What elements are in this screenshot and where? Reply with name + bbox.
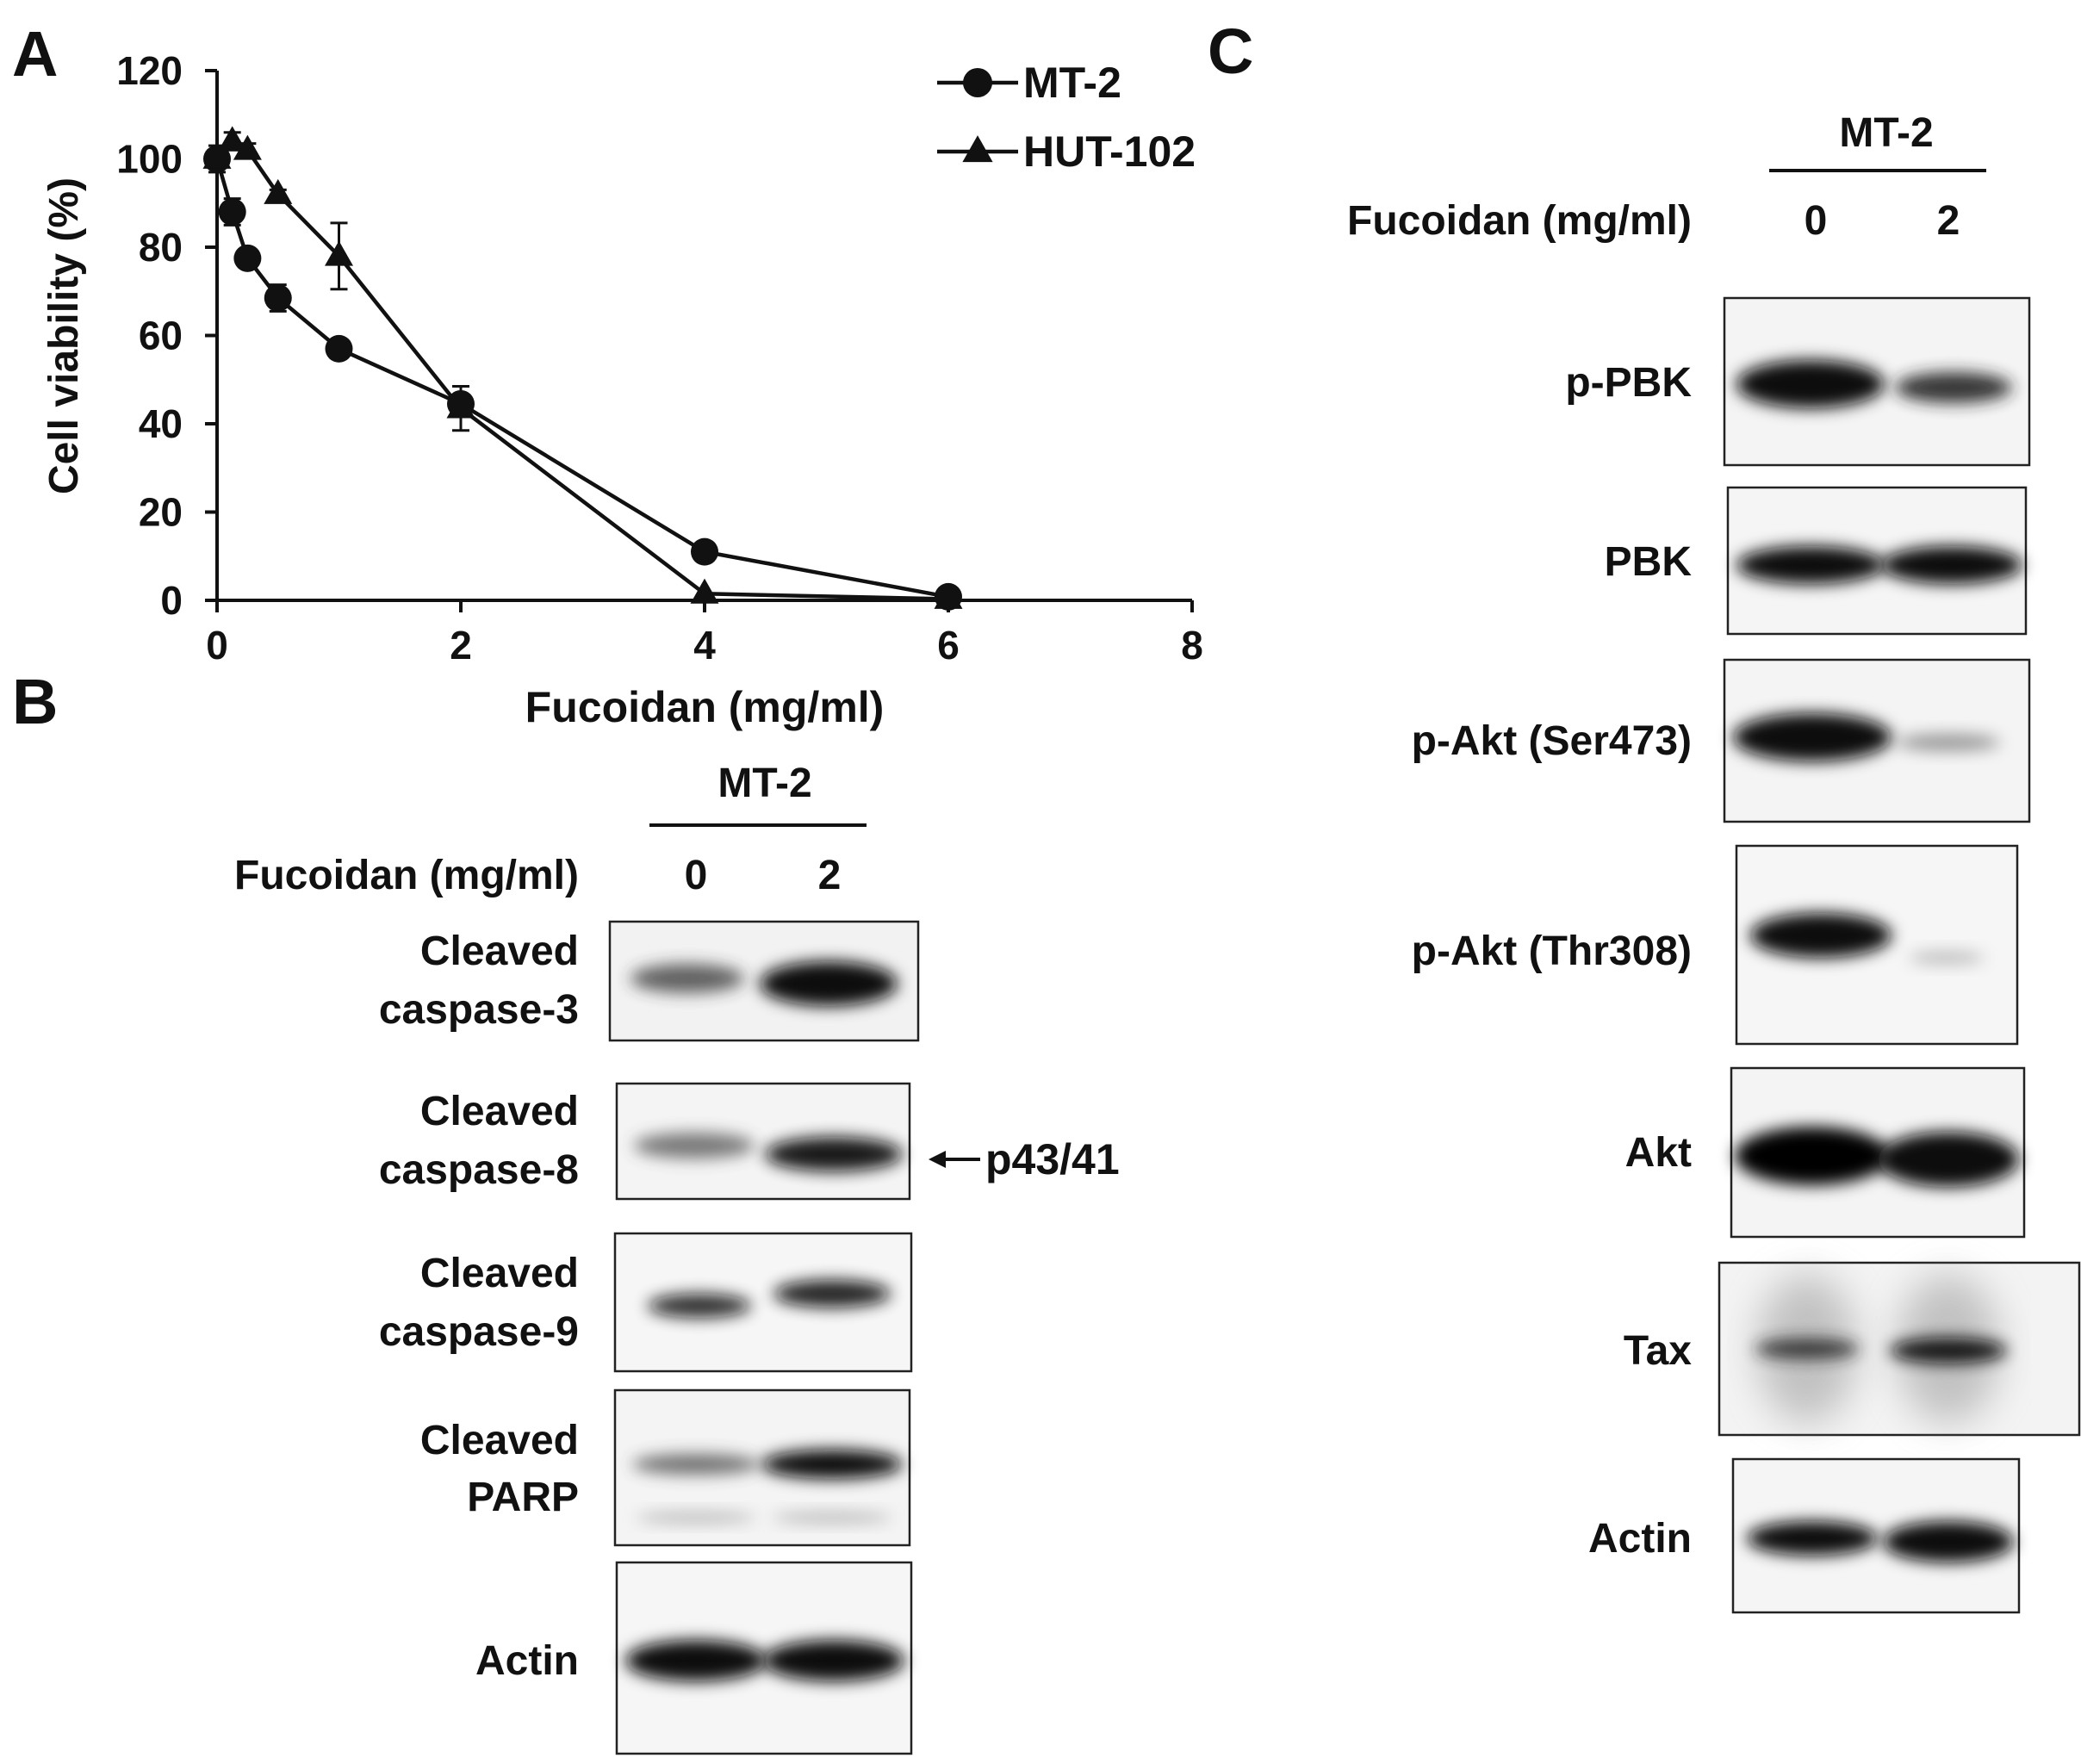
blot-p-akt-thr308 xyxy=(1735,844,2019,1046)
c-row-label: p-PBK xyxy=(1565,360,1692,406)
hut102-point-marker xyxy=(218,126,247,152)
y-tick-label: 80 xyxy=(139,225,183,270)
c-row-label: p-Akt (Ser473) xyxy=(1412,718,1692,764)
y-tick-label: 120 xyxy=(116,48,183,93)
blot-p-pbk xyxy=(1723,296,2031,467)
blot-actin-c xyxy=(1731,1457,2021,1614)
x-axis-label: Fucoidan (mg/ml) xyxy=(525,683,885,731)
hut102-point-marker xyxy=(962,135,993,163)
panel-label-b: B xyxy=(12,666,58,737)
blot-cleaved-parp xyxy=(613,1388,911,1547)
x-tick-label: 4 xyxy=(693,623,716,668)
legend-label: HUT-102 xyxy=(1023,127,1196,176)
hut102-point-marker xyxy=(264,178,293,204)
c-lane-0: 0 xyxy=(1805,198,1828,244)
b-group-label: MT-2 xyxy=(717,761,811,806)
x-tick-label: 6 xyxy=(937,623,960,668)
legend-label: MT-2 xyxy=(1023,59,1121,107)
y-axis-label: Cell viability (%) xyxy=(41,177,87,494)
blot-cleaved-caspase-3 xyxy=(608,920,920,1042)
blot-cleaved-caspase-8 xyxy=(615,1082,911,1201)
c-row-label: Akt xyxy=(1625,1130,1692,1176)
c-lane-2: 2 xyxy=(1937,198,1960,244)
y-ticks: 0 20 40 60 80 100 120 xyxy=(116,48,217,623)
blot-tax xyxy=(1718,1261,2081,1437)
mt2-point-marker xyxy=(691,537,718,566)
y-tick-label: 60 xyxy=(139,314,183,358)
b-row-label: caspase-3 xyxy=(379,987,579,1033)
arrow-p43-41: p43/41 xyxy=(929,1135,1120,1183)
b-lane-2: 2 xyxy=(818,853,842,898)
mt2-point-marker xyxy=(963,68,992,97)
x-ticks: 0 2 4 6 8 xyxy=(206,600,1203,668)
series-layer xyxy=(202,126,963,611)
hut102-point-marker xyxy=(934,583,963,609)
mt2-point-marker xyxy=(325,334,353,363)
blot-p-akt-ser473 xyxy=(1723,658,2031,823)
hut102-point-marker xyxy=(446,393,475,419)
mt2-point-marker xyxy=(264,283,292,312)
series-line xyxy=(215,139,949,601)
panel-label-c: C xyxy=(1208,16,1253,87)
blot-cleaved-caspase-9 xyxy=(613,1232,913,1373)
series-line xyxy=(214,158,949,599)
panel-c-blots: MT-2 Fucoidan (mg/ml) 0 2 p-PBK PBK p-Ak… xyxy=(1347,110,2081,1614)
b-row-label: caspase-9 xyxy=(379,1309,579,1355)
blot-akt xyxy=(1730,1066,2026,1239)
b-row-label: Cleaved xyxy=(420,1089,579,1134)
b-lane-0: 0 xyxy=(685,853,708,898)
x-tick-label: 2 xyxy=(450,623,472,668)
y-tick-label: 20 xyxy=(139,490,183,535)
c-row-label: p-Akt (Thr308) xyxy=(1412,929,1692,974)
blot-actin-b xyxy=(615,1561,913,1755)
x-tick-label: 0 xyxy=(206,623,228,668)
c-row-label: Actin xyxy=(1588,1516,1692,1562)
mt2-point-marker xyxy=(233,244,262,272)
hut102-point-marker xyxy=(233,134,262,160)
b-row-label: caspase-8 xyxy=(379,1147,579,1193)
y-tick-label: 100 xyxy=(116,137,183,182)
blot-pbk xyxy=(1726,486,2028,636)
b-treatment-label: Fucoidan (mg/ml) xyxy=(234,853,579,898)
mt2-point-marker xyxy=(218,198,246,226)
viability-chart: 0 20 40 60 80 100 120 0 2 4 6 8 Cell viability (%)… xyxy=(41,48,1203,731)
b-row-label: Cleaved xyxy=(420,1251,579,1296)
b-row-label: Cleaved xyxy=(420,1418,579,1463)
series-hut102 xyxy=(202,126,963,609)
x-tick-label: 8 xyxy=(1181,623,1203,668)
y-tick-label: 0 xyxy=(160,578,183,623)
hut102-point-marker xyxy=(690,578,719,604)
panel-b-blots: MT-2 Fucoidan (mg/ml) 0 2 Cleaved caspas… xyxy=(234,761,1120,1755)
c-row-label: Tax xyxy=(1624,1328,1692,1374)
hut102-point-marker xyxy=(325,240,353,266)
c-group-label: MT-2 xyxy=(1839,110,1933,156)
panel-label-a: A xyxy=(12,18,58,90)
legend: MT-2 HUT-102 xyxy=(937,59,1196,176)
c-row-label: PBK xyxy=(1605,539,1693,585)
b-row-label: Cleaved xyxy=(420,929,579,974)
y-tick-label: 40 xyxy=(139,401,183,446)
hut102-point-marker xyxy=(202,143,232,169)
series-mt2 xyxy=(203,145,962,611)
arrow-label: p43/41 xyxy=(985,1135,1120,1183)
b-row-label: PARP xyxy=(467,1475,579,1520)
b-row-label: Actin xyxy=(475,1638,579,1684)
c-treatment-label: Fucoidan (mg/ml) xyxy=(1347,198,1692,244)
